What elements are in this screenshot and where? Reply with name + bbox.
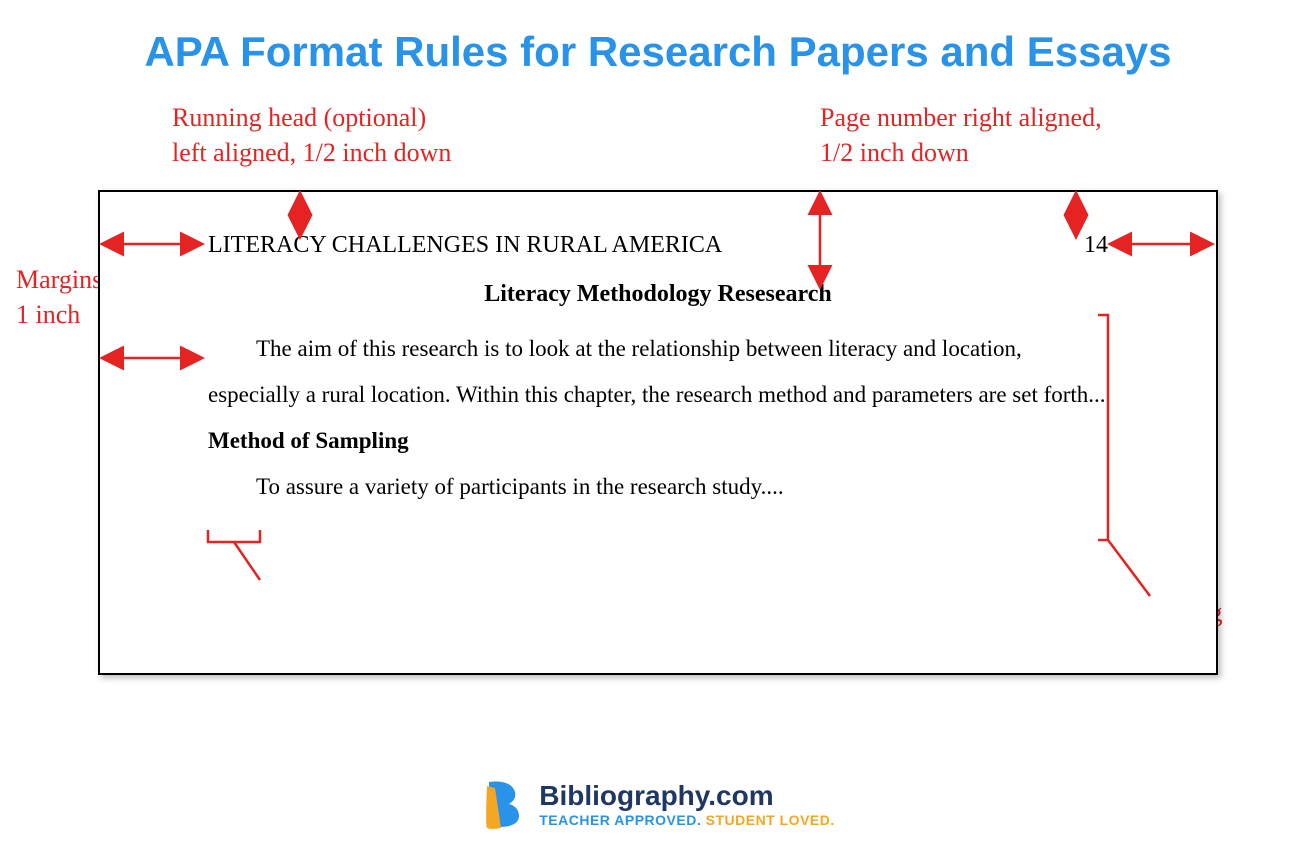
annot-running-head: Running head (optional) left aligned, 1/… <box>172 100 451 170</box>
running-head-text: LITERACY CHALLENGES IN RURAL AMERICA <box>208 232 722 259</box>
page-number: 14 <box>1084 232 1108 259</box>
heading-level-1: Literacy Methodology Resesearch <box>208 281 1108 308</box>
footer: Bibliography.com TEACHER APPROVED. STUDE… <box>0 778 1316 830</box>
paragraph-2: To assure a variety of participants in t… <box>208 464 1108 510</box>
annot-margins-left: Margins 1 inch <box>16 262 102 332</box>
paragraph-1: The aim of this research is to look at t… <box>208 326 1108 418</box>
footer-brand: Bibliography.com <box>539 780 835 812</box>
sample-page: LITERACY CHALLENGES IN RURAL AMERICA 14 … <box>98 190 1218 675</box>
page-title: APA Format Rules for Research Papers and… <box>0 28 1316 76</box>
footer-tagline: TEACHER APPROVED. STUDENT LOVED. <box>539 812 835 828</box>
running-head-row: LITERACY CHALLENGES IN RURAL AMERICA 14 <box>208 232 1108 259</box>
annot-page-number: Page number right aligned, 1/2 inch down <box>820 100 1102 170</box>
logo-icon <box>481 778 525 830</box>
heading-level-2: Method of Sampling <box>208 418 1108 464</box>
